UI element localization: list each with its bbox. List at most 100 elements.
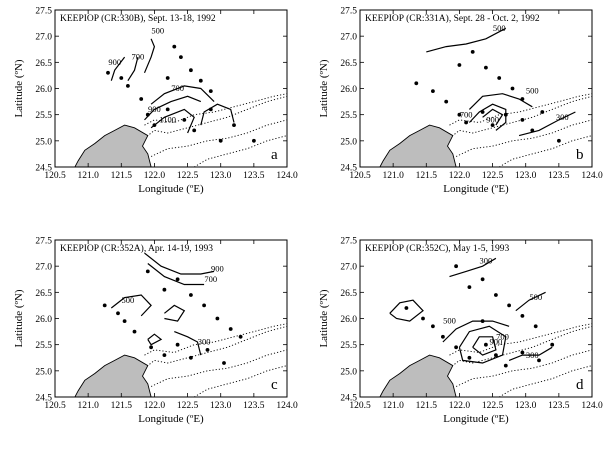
y-tick-label: 25.0 <box>35 367 52 377</box>
contour-line <box>442 320 510 343</box>
x-tick-label: 122.5 <box>482 171 504 181</box>
x-tick-label: 123.5 <box>243 401 265 411</box>
station-dot <box>484 65 488 70</box>
y-tick-label: 27.5 <box>340 7 357 17</box>
y-tick-label: 25.5 <box>35 111 52 121</box>
contour-line <box>449 257 497 278</box>
contour-line <box>174 331 202 356</box>
contour-label: 500 <box>151 26 164 36</box>
station-dot <box>208 89 213 93</box>
panel-title: KEEPIOP (CR:352A), Apr. 14-19, 1993 <box>60 243 213 254</box>
isobath-line <box>498 135 592 167</box>
station-dot <box>530 128 535 133</box>
isobath-line <box>455 119 592 157</box>
station-dot <box>441 334 445 339</box>
x-tick-label: 122.5 <box>482 401 504 411</box>
y-tick-label: 26.0 <box>340 315 357 325</box>
contour-line <box>143 38 156 74</box>
isobath-line <box>449 325 592 369</box>
y-tick-label: 24.5 <box>35 394 52 404</box>
station-dot <box>520 350 525 355</box>
station-dot <box>192 128 197 133</box>
y-tick-label: 25.5 <box>35 341 52 351</box>
panel-letter: d <box>576 377 584 393</box>
y-tick-label: 24.5 <box>340 164 357 174</box>
x-axis-label: Longitude (ºE) <box>443 183 509 195</box>
contour-line <box>482 108 504 126</box>
y-tick-label: 26.0 <box>35 315 52 325</box>
panel-letter: a <box>271 147 278 163</box>
x-tick-label: 120.5 <box>349 171 371 181</box>
y-axis-label: Latitude (ºN) <box>318 289 330 347</box>
x-tick-label: 121.5 <box>416 401 438 411</box>
x-tick-label: 122.5 <box>177 171 199 181</box>
x-tick-label: 121.0 <box>77 401 99 411</box>
contour-line <box>150 85 215 105</box>
contour-line <box>426 27 507 53</box>
y-tick-label: 26.5 <box>340 289 357 299</box>
station-dot <box>404 306 409 310</box>
x-axis-label: Longitude (ºE) <box>443 413 509 425</box>
station-dot <box>454 345 458 350</box>
y-tick-label: 27.0 <box>340 263 357 273</box>
contour-label: 300 <box>556 112 569 122</box>
isobath-line <box>498 365 592 397</box>
x-tick-label: 123.5 <box>548 171 570 181</box>
contour-label: 700 <box>496 331 509 341</box>
isobath-line <box>144 95 287 139</box>
x-tick-label: 122.5 <box>177 401 199 411</box>
station-dot <box>444 99 449 104</box>
x-tick-label: 123.5 <box>548 401 570 411</box>
contour-line <box>144 252 215 275</box>
contour-line <box>472 336 497 356</box>
contour-line <box>458 325 507 364</box>
isobath-line <box>449 323 592 356</box>
contour-line <box>147 333 163 346</box>
contour-label: 300 <box>526 350 539 360</box>
x-tick-label: 121.0 <box>77 171 99 181</box>
station-dot <box>503 112 508 117</box>
contour-line <box>389 299 424 322</box>
x-tick-label: 121.5 <box>416 171 438 181</box>
station-dot <box>480 319 485 323</box>
isobath-line <box>193 135 287 167</box>
contour-label: 900 <box>148 104 161 114</box>
x-tick-label: 121.0 <box>382 401 404 411</box>
station-dot <box>208 107 213 112</box>
station-dot <box>480 277 485 282</box>
y-tick-label: 24.5 <box>35 164 52 174</box>
contour-label: 900 <box>486 115 499 125</box>
isobath-line <box>150 349 287 387</box>
station-dot <box>202 303 207 308</box>
contour-label: 500 <box>493 23 506 33</box>
contour-line <box>515 291 546 312</box>
contour-line <box>468 103 507 131</box>
contour-label: 1100 <box>159 115 176 125</box>
panel-title: KEEPIOP (CR:352C), May 1-5, 1993 <box>365 243 510 254</box>
y-tick-label: 26.0 <box>35 85 52 95</box>
station-dot <box>162 353 167 357</box>
contour-line <box>468 93 533 110</box>
panel-title: KEEPIOP (CR:331A), Sept. 28 - Oct. 2, 19… <box>365 13 540 24</box>
contour-line <box>200 103 235 126</box>
y-tick-label: 25.0 <box>340 367 357 377</box>
panel-letter: c <box>271 377 278 393</box>
station-dot <box>431 89 435 93</box>
x-tick-label: 124.0 <box>276 401 298 411</box>
panel-title: KEEPIOP (CR:330B), Sept. 13-18, 1992 <box>60 13 216 24</box>
station-dot <box>165 76 170 80</box>
contour-label: 900 <box>108 57 121 67</box>
x-tick-label: 121.5 <box>111 401 133 411</box>
y-tick-label: 27.5 <box>35 7 52 17</box>
station-dot <box>119 76 124 80</box>
station-dot <box>149 345 154 350</box>
station-dot <box>215 316 220 321</box>
y-tick-label: 27.5 <box>340 237 357 247</box>
x-tick-label: 123.0 <box>515 401 537 411</box>
station-dot <box>503 363 508 368</box>
x-tick-label: 121.0 <box>382 171 404 181</box>
station-dot <box>238 334 243 339</box>
